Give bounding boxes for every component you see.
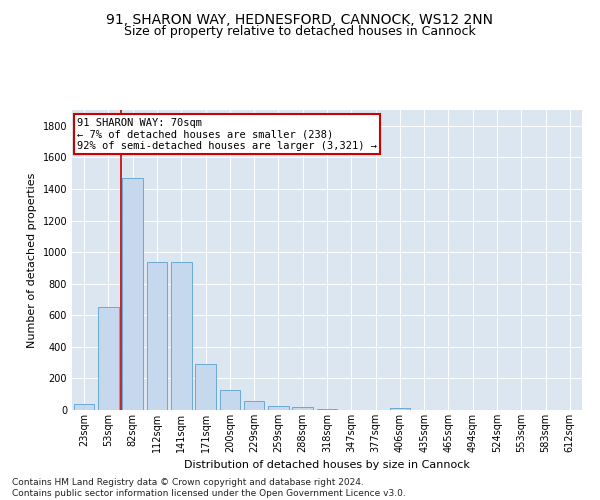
- Bar: [268, 406, 289, 410]
- Text: 91, SHARON WAY, HEDNESFORD, CANNOCK, WS12 2NN: 91, SHARON WAY, HEDNESFORD, CANNOCK, WS1…: [107, 12, 493, 26]
- Bar: [98, 308, 119, 410]
- Bar: [220, 390, 240, 410]
- Bar: [317, 409, 337, 410]
- Bar: [171, 262, 191, 410]
- Bar: [292, 407, 313, 410]
- X-axis label: Distribution of detached houses by size in Cannock: Distribution of detached houses by size …: [184, 460, 470, 470]
- Bar: [146, 262, 167, 410]
- Bar: [389, 408, 410, 410]
- Text: 91 SHARON WAY: 70sqm
← 7% of detached houses are smaller (238)
92% of semi-detac: 91 SHARON WAY: 70sqm ← 7% of detached ho…: [77, 118, 377, 150]
- Bar: [195, 364, 216, 410]
- Text: Size of property relative to detached houses in Cannock: Size of property relative to detached ho…: [124, 25, 476, 38]
- Bar: [244, 400, 265, 410]
- Text: Contains HM Land Registry data © Crown copyright and database right 2024.
Contai: Contains HM Land Registry data © Crown c…: [12, 478, 406, 498]
- Bar: [74, 404, 94, 410]
- Y-axis label: Number of detached properties: Number of detached properties: [27, 172, 37, 348]
- Bar: [122, 178, 143, 410]
